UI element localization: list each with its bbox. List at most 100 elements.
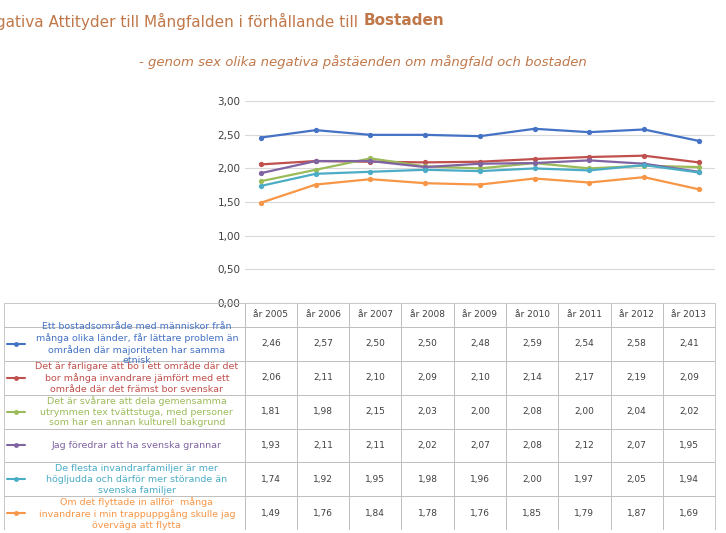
Text: 1,69: 1,69 [679, 509, 699, 518]
Bar [611, 394, 663, 429]
Text: 2,46: 2,46 [261, 339, 281, 348]
Bar [4, 394, 245, 429]
Text: Det är svårare att dela gemensamma
utrymmen tex tvättstuga, med personer
som har: Det är svårare att dela gemensamma utrym… [41, 396, 233, 427]
Bar [4, 303, 245, 327]
Text: 1,84: 1,84 [365, 509, 386, 518]
Bar [297, 361, 349, 394]
Bar [349, 361, 401, 394]
Text: 2,11: 2,11 [313, 441, 333, 450]
Text: 2,50: 2,50 [365, 339, 386, 348]
Text: 2,04: 2,04 [627, 407, 647, 416]
Text: 2,03: 2,03 [417, 407, 438, 416]
Bar [454, 463, 506, 496]
Bar [401, 327, 454, 361]
Text: 1,95: 1,95 [679, 441, 699, 450]
Text: 2,09: 2,09 [417, 373, 438, 382]
Text: 1,76: 1,76 [470, 509, 490, 518]
Bar [4, 361, 245, 394]
Text: 2,07: 2,07 [627, 441, 647, 450]
Bar [506, 303, 558, 327]
Bar [558, 303, 611, 327]
Text: 1,94: 1,94 [679, 475, 699, 484]
Bar [245, 429, 297, 463]
Text: 2,00: 2,00 [470, 407, 490, 416]
Text: 2,19: 2,19 [627, 373, 647, 382]
Text: Om det flyttade in allför  många
invandrare i min trappuppgång skulle jag
övervä: Om det flyttade in allför många invandra… [38, 497, 235, 530]
Text: 2,59: 2,59 [522, 339, 542, 348]
Text: 2,54: 2,54 [574, 339, 595, 348]
Bar [349, 429, 401, 463]
Text: år 2013: år 2013 [672, 310, 706, 319]
Text: 1,98: 1,98 [313, 407, 333, 416]
Text: 2,17: 2,17 [574, 373, 595, 382]
Bar [454, 327, 506, 361]
Text: 2,57: 2,57 [313, 339, 333, 348]
Bar [401, 303, 454, 327]
Bar [245, 394, 297, 429]
Text: 2,48: 2,48 [470, 339, 490, 348]
Bar [454, 429, 506, 463]
Text: år 2009: år 2009 [462, 310, 497, 319]
Bar [245, 496, 297, 530]
Text: Bostaden: Bostaden [364, 13, 444, 28]
Text: 2,08: 2,08 [522, 441, 542, 450]
Text: 2,07: 2,07 [470, 441, 490, 450]
Bar [4, 429, 245, 463]
Text: år 2005: år 2005 [253, 310, 288, 319]
Text: 1,74: 1,74 [261, 475, 281, 484]
Text: år 2011: år 2011 [567, 310, 602, 319]
Bar [401, 361, 454, 394]
Bar [349, 496, 401, 530]
Bar [506, 496, 558, 530]
Bar [454, 496, 506, 530]
Text: 1,93: 1,93 [261, 441, 281, 450]
Bar [611, 496, 663, 530]
Text: - genom sex olika negativa påstäenden om mångfald och bostaden: - genom sex olika negativa påstäenden om… [139, 55, 587, 69]
Bar [454, 394, 506, 429]
Bar [663, 361, 715, 394]
Text: år 2006: år 2006 [306, 310, 340, 319]
Bar [297, 394, 349, 429]
Text: 1,81: 1,81 [261, 407, 281, 416]
Bar [245, 327, 297, 361]
Bar [663, 496, 715, 530]
Bar [558, 496, 611, 530]
Text: år 2010: år 2010 [515, 310, 550, 319]
Bar [349, 463, 401, 496]
Bar [506, 394, 558, 429]
Bar [506, 361, 558, 394]
Text: 2,08: 2,08 [522, 407, 542, 416]
Text: 2,00: 2,00 [574, 407, 595, 416]
Text: 2,15: 2,15 [365, 407, 386, 416]
Bar [506, 327, 558, 361]
Text: Negativa Attityder till Mångfalden i förhållande till: Negativa Attityder till Mångfalden i för… [0, 13, 363, 30]
Text: 2,11: 2,11 [365, 441, 386, 450]
Text: 1,78: 1,78 [417, 509, 438, 518]
Text: 1,96: 1,96 [470, 475, 490, 484]
Bar [245, 361, 297, 394]
Text: 2,50: 2,50 [417, 339, 438, 348]
Text: 2,05: 2,05 [627, 475, 647, 484]
Bar [297, 327, 349, 361]
Bar [454, 361, 506, 394]
Text: 2,06: 2,06 [261, 373, 281, 382]
Bar [245, 303, 297, 327]
Bar [558, 361, 611, 394]
Bar [297, 429, 349, 463]
Text: 2,11: 2,11 [313, 373, 333, 382]
Text: 1,76: 1,76 [313, 509, 333, 518]
Text: 2,10: 2,10 [365, 373, 386, 382]
Bar [558, 463, 611, 496]
Text: 1,97: 1,97 [574, 475, 595, 484]
Bar [663, 429, 715, 463]
Bar [663, 303, 715, 327]
Text: 2,10: 2,10 [470, 373, 490, 382]
Bar [611, 327, 663, 361]
Text: 1,98: 1,98 [417, 475, 438, 484]
Bar [506, 463, 558, 496]
Bar [506, 429, 558, 463]
Bar [663, 394, 715, 429]
Text: 2,02: 2,02 [417, 441, 438, 450]
Bar [401, 429, 454, 463]
Text: Det är farligare att bo i ett område där det
bor många invandrare jämfört med et: Det är farligare att bo i ett område där… [36, 361, 238, 394]
